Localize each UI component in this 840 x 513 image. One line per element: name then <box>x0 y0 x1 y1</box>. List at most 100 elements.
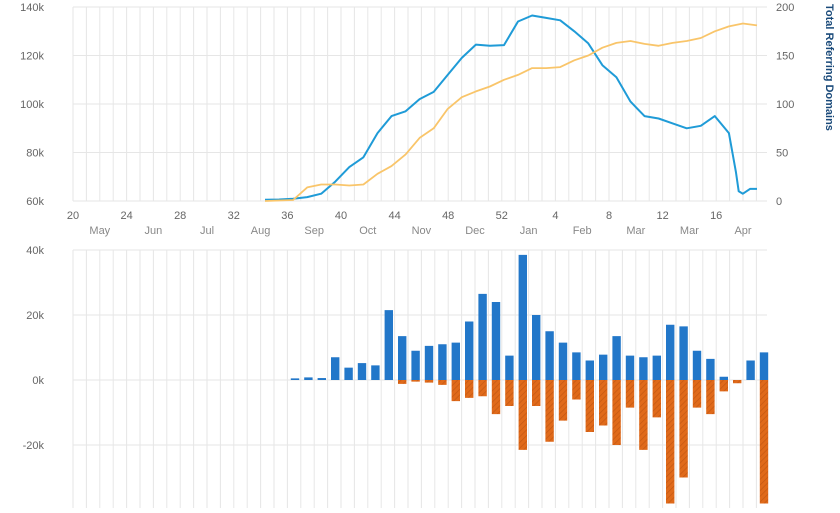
positive-bar <box>599 354 608 380</box>
negative-bar <box>532 380 541 406</box>
positive-bar <box>398 336 407 380</box>
y-left-tick-label: 100k <box>20 99 44 111</box>
negative-bar <box>719 380 728 392</box>
positive-bar <box>290 378 300 380</box>
negative-bar <box>465 380 474 398</box>
negative-bar <box>505 380 514 406</box>
negative-bar <box>759 380 769 504</box>
positive-bar <box>652 355 661 380</box>
x-month-label: Apr <box>734 225 751 237</box>
bottom-y-tick-label: 0k <box>32 375 44 387</box>
positive-bar <box>317 378 326 380</box>
positive-bar <box>759 352 769 380</box>
bar-series-group <box>290 254 769 504</box>
negative-bar <box>398 380 407 384</box>
x-week-tick-label: 36 <box>281 210 293 222</box>
positive-bar <box>625 355 635 380</box>
x-month-label: Aug <box>251 225 271 237</box>
positive-bar <box>518 254 527 380</box>
positive-bar <box>491 302 501 380</box>
positive-bar <box>572 352 581 380</box>
negative-bar <box>491 380 501 415</box>
x-week-tick-label: 20 <box>67 210 79 222</box>
y-left-tick-label: 140k <box>20 2 44 14</box>
negative-bar <box>518 380 527 450</box>
x-week-tick-label: 4 <box>552 210 558 222</box>
positive-bar <box>357 363 367 380</box>
negative-bar <box>625 380 635 408</box>
positive-bar <box>304 377 313 380</box>
positive-bar <box>585 360 594 380</box>
x-month-label: Mar <box>680 225 699 237</box>
positive-bar <box>679 326 688 380</box>
negative-bar <box>451 380 460 402</box>
bottom-chart-grid <box>72 249 767 508</box>
y-right-tick-label: 150 <box>776 51 794 63</box>
negative-bar <box>612 380 621 445</box>
y-right-axis-title: Total Referring Domains <box>823 4 835 131</box>
x-week-tick-label: 28 <box>174 210 186 222</box>
negative-bar <box>652 380 661 418</box>
positive-bar <box>639 357 648 380</box>
positive-bar <box>344 367 353 380</box>
positive-bar <box>719 376 728 380</box>
x-week-tick-label: 40 <box>335 210 347 222</box>
positive-bar <box>746 360 755 380</box>
y-right-tick-label: 0 <box>776 196 782 208</box>
negative-bar <box>585 380 594 432</box>
x-week-tick-label: 44 <box>388 210 400 222</box>
x-week-tick-label: 8 <box>606 210 612 222</box>
positive-bar <box>505 355 514 380</box>
positive-bar <box>666 324 675 380</box>
x-month-label: Jul <box>200 225 214 237</box>
negative-bar <box>679 380 688 478</box>
x-month-label: Feb <box>573 225 592 237</box>
x-week-tick-label: 24 <box>120 210 132 222</box>
x-month-label: Jan <box>520 225 538 237</box>
negative-bar <box>438 380 447 385</box>
line-series-group <box>264 14 758 202</box>
positive-bar <box>411 350 420 380</box>
negative-bar <box>558 380 568 421</box>
negative-bar <box>599 380 608 426</box>
y-right-tick-label: 50 <box>776 148 788 160</box>
bottom-y-tick-label: 20k <box>26 310 44 322</box>
negative-bar <box>733 380 742 384</box>
y-left-tick-label: 60k <box>26 196 44 208</box>
x-month-label: Dec <box>465 225 485 237</box>
line-series-right <box>264 22 758 202</box>
negative-bar <box>424 380 434 383</box>
y-left-tick-label: 80k <box>26 148 44 160</box>
positive-bar <box>384 310 393 380</box>
positive-bar <box>706 358 715 380</box>
negative-bar <box>478 380 487 397</box>
positive-bar <box>371 365 380 380</box>
line-series-left <box>264 14 757 201</box>
positive-bar <box>331 357 340 380</box>
x-month-label: Mar <box>626 225 645 237</box>
positive-bar <box>478 293 487 380</box>
bottom-y-tick-label: -20k <box>23 440 45 452</box>
negative-bar <box>545 380 554 442</box>
y-right-tick-label: 100 <box>776 99 794 111</box>
x-month-label: Oct <box>359 225 376 237</box>
positive-bar <box>558 342 568 380</box>
x-month-label: Jun <box>145 225 163 237</box>
negative-bar <box>411 380 420 382</box>
positive-bar <box>465 321 474 380</box>
x-week-tick-label: 48 <box>442 210 454 222</box>
bottom-y-tick-label: 40k <box>26 245 44 257</box>
x-week-tick-label: 32 <box>228 210 240 222</box>
top-chart-grid <box>72 6 767 202</box>
x-month-label: May <box>89 225 110 237</box>
positive-bar <box>532 315 541 380</box>
x-week-tick-label: 52 <box>496 210 508 222</box>
negative-bar <box>692 380 702 408</box>
negative-bar <box>706 380 715 415</box>
negative-bar <box>666 380 675 504</box>
positive-bar <box>545 331 554 380</box>
negative-bar <box>572 380 581 400</box>
positive-bar <box>424 345 434 380</box>
x-month-label: Nov <box>412 225 432 237</box>
